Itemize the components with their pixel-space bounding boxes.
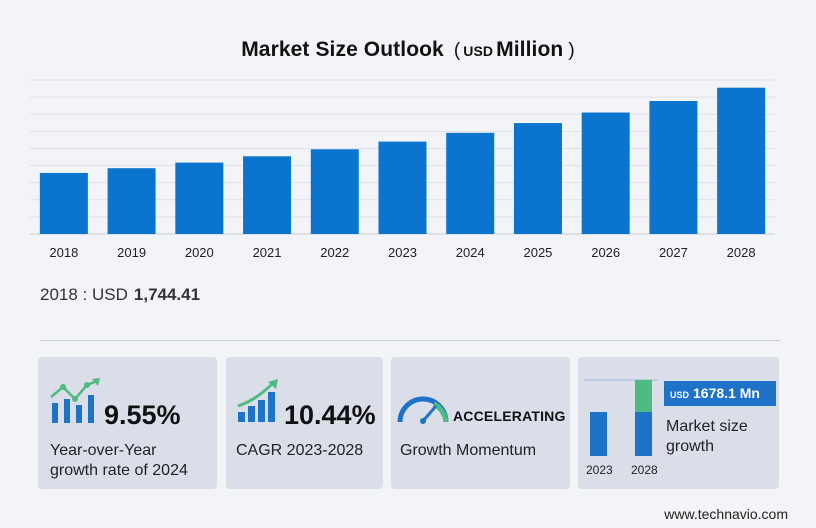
mini-year-start: 2023 [586, 463, 613, 477]
size-label-line1: Market size [666, 418, 748, 435]
tick-label-2028: 2028 [727, 245, 756, 260]
yoy-label-line2: growth rate of 2024 [50, 462, 188, 479]
chart-title: Market Size Outlook (USD Million) [0, 38, 816, 62]
base-year-amount: 1,744.41 [133, 285, 201, 304]
mini-bar-increment [635, 380, 652, 412]
tick-label-2024: 2024 [456, 245, 485, 260]
badge-value: 1678.1 Mn [693, 385, 760, 401]
mini-bar-2023 [590, 412, 607, 456]
source-footer: www.technavio.com [664, 506, 788, 522]
bar-growth-icon [50, 378, 100, 423]
cagr-label: CAGR 2023-2028 [236, 442, 364, 459]
momentum-label: Growth Momentum [400, 442, 537, 459]
bar-2022 [310, 149, 359, 234]
tick-label-2018: 2018 [49, 245, 78, 260]
yoy-label-line1: Year-over-Year [50, 442, 157, 459]
mini-year-end: 2028 [631, 463, 658, 477]
base-year-value: 2018 : USD 1,744.41 [40, 285, 200, 305]
bar-2024 [446, 132, 495, 234]
bar-2020 [175, 162, 224, 234]
market-size-badge: USD 1678.1 Mn [664, 381, 776, 406]
bar-2021 [243, 156, 292, 234]
tick-label-2022: 2022 [320, 245, 349, 260]
bar-2019 [107, 168, 156, 234]
market-size-growth-card [578, 357, 779, 489]
title-main: Market Size Outlook [241, 38, 444, 61]
cagr-value: 10.44% [284, 400, 376, 430]
bar-2023 [378, 141, 427, 234]
bar-2026 [581, 112, 630, 234]
yoy-value: 9.55% [104, 400, 181, 430]
title-unit-small: USD [463, 43, 494, 59]
title-close-paren: ) [568, 40, 575, 61]
title-unit-big: Million [496, 38, 564, 61]
market-size-bar-chart: 2018 2019 2020 2021 2022 2023 2024 2025 2026 2027… [30, 79, 775, 260]
section-divider [40, 340, 780, 341]
bar-2018 [39, 172, 88, 234]
tick-label-2025: 2025 [523, 245, 552, 260]
bar-2027 [649, 101, 698, 234]
rising-bars-icon [237, 379, 278, 422]
tick-label-2027: 2027 [659, 245, 688, 260]
bar-2025 [513, 123, 562, 234]
tick-label-2020: 2020 [185, 245, 214, 260]
tick-label-2019: 2019 [117, 245, 146, 260]
tick-label-2026: 2026 [591, 245, 620, 260]
momentum-value: ACCELERATING [453, 408, 566, 424]
cagr-card [226, 357, 383, 489]
base-year-label: 2018 : USD [40, 285, 128, 304]
market-size-growth-mini-chart [584, 379, 658, 456]
tick-label-2023: 2023 [388, 245, 417, 260]
bar-2028 [717, 87, 766, 234]
badge-unit: USD [670, 390, 690, 400]
tick-label-2021: 2021 [253, 245, 282, 260]
mini-bar-2028 [635, 412, 652, 456]
size-label-line2: growth [666, 438, 715, 455]
title-open-paren: ( [453, 40, 461, 61]
speedometer-icon [397, 396, 449, 424]
